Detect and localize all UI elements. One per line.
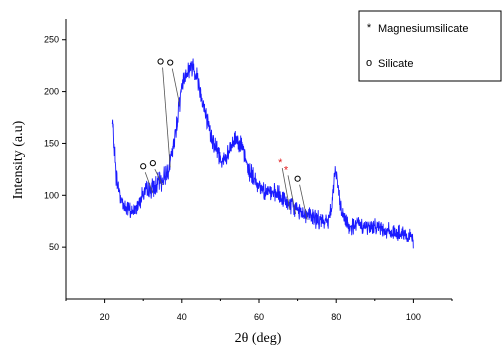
x-tick-label: 40 bbox=[177, 312, 187, 322]
annotation-leader-line bbox=[281, 168, 291, 210]
legend-label-silicate: Silicate bbox=[378, 58, 413, 70]
annotation-leader-line bbox=[154, 168, 163, 186]
y-axis-ticks: 50 100 150 200 250 bbox=[44, 35, 66, 252]
x-tick-label: 20 bbox=[100, 312, 110, 322]
annotation-leader-line bbox=[299, 184, 308, 220]
legend-label-magnesiumsilicate: Magnesiumsilicate bbox=[378, 23, 468, 35]
y-tick-label: 100 bbox=[44, 190, 59, 200]
x-axis-title: 2θ (deg) bbox=[235, 331, 282, 346]
x-tick-label: 100 bbox=[406, 312, 421, 322]
legend-marker-magnesiumsilicate: * bbox=[367, 22, 372, 34]
y-tick-label: 200 bbox=[44, 87, 59, 97]
legend-marker-silicate: o bbox=[366, 57, 372, 69]
magnesiumsilicate-peak-marker: * bbox=[278, 157, 283, 169]
y-tick-label: 50 bbox=[49, 242, 59, 252]
silicate-peak-marker bbox=[140, 163, 147, 170]
series-layer bbox=[111, 58, 414, 249]
x-tick-label: 80 bbox=[331, 312, 341, 322]
x-tick-label: 60 bbox=[254, 312, 264, 322]
x-axis-ticks: 20 40 60 80 100 bbox=[65, 299, 453, 322]
annotation-leader-line bbox=[171, 68, 181, 106]
peak-annotations: ** bbox=[140, 58, 308, 220]
legend: * Magnesiumsilicate o Silicate bbox=[358, 10, 502, 82]
series-line bbox=[111, 58, 414, 249]
silicate-peak-marker bbox=[157, 58, 164, 65]
magnesiumsilicate-peak-marker: * bbox=[284, 164, 289, 176]
annotation-leader-line bbox=[287, 175, 297, 215]
silicate-peak-marker bbox=[167, 59, 174, 66]
silicate-peak-marker bbox=[294, 175, 301, 182]
silicate-peak-marker bbox=[149, 160, 156, 167]
y-tick-label: 250 bbox=[44, 35, 59, 45]
annotation-leader-line bbox=[162, 67, 171, 168]
legend-box bbox=[358, 10, 502, 82]
y-axis-title: Intensity (a.u) bbox=[11, 120, 26, 199]
annotation-leader-line bbox=[144, 172, 154, 194]
y-tick-label: 150 bbox=[44, 138, 59, 148]
